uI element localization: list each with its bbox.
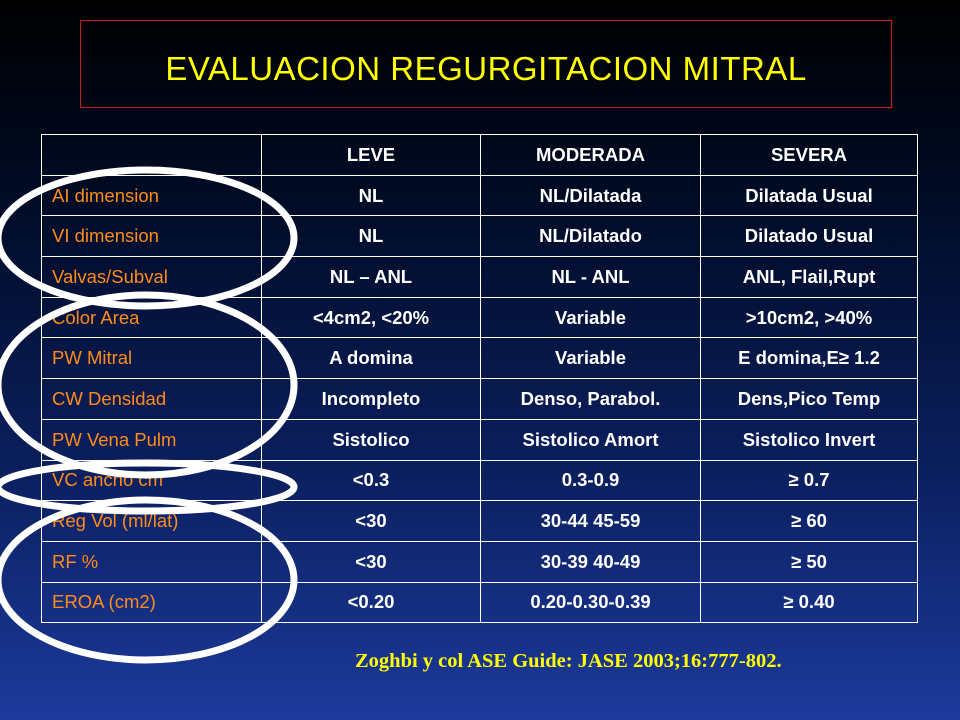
table-row: PW Mitral A domina Variable E domina,E≥ 1.2 bbox=[41, 337, 918, 380]
table-cell: E domina,E≥ 1.2 bbox=[700, 337, 918, 380]
table-cell: ≥ 60 bbox=[700, 500, 918, 542]
table-row: VI dimension NL NL/Dilatado Dilatado Usual bbox=[41, 215, 918, 258]
row-label: EROA (cm2) bbox=[41, 581, 262, 624]
table-cell: NL/Dilatado bbox=[480, 215, 701, 258]
title-box: EVALUACION REGURGITACION MITRAL bbox=[80, 20, 892, 108]
header-corner-cell bbox=[41, 134, 262, 176]
table-cell: <4cm2, <20% bbox=[261, 296, 481, 339]
table-cell: NL bbox=[261, 215, 481, 258]
table-cell: <30 bbox=[261, 500, 481, 542]
row-label: RF % bbox=[41, 540, 262, 583]
table-cell: 30-44 45-59 bbox=[480, 500, 701, 542]
row-label: VI dimension bbox=[41, 215, 262, 258]
table-cell: Denso, Parabol. bbox=[480, 378, 701, 420]
table-cell: Dilatado Usual bbox=[700, 215, 918, 258]
table-cell: NL bbox=[261, 174, 481, 217]
table-row: AI dimension NL NL/Dilatada Dilatada Usual bbox=[41, 174, 918, 217]
table-row: Reg Vol (ml/lat) <30 30-44 45-59 ≥ 60 bbox=[41, 500, 918, 542]
table-cell: Dens,Pico Temp bbox=[700, 378, 918, 420]
table-cell: A domina bbox=[261, 337, 481, 380]
table-row: VC ancho cm <0.3 0.3-0.9 ≥ 0.7 bbox=[41, 459, 918, 502]
table-cell: ≥ 0.40 bbox=[700, 581, 918, 624]
row-label: PW Mitral bbox=[41, 337, 262, 380]
table-cell: ≥ 0.7 bbox=[700, 459, 918, 502]
row-label: PW Vena Pulm bbox=[41, 418, 262, 461]
table-row: PW Vena Pulm Sistolico Sistolico Amort Sist… bbox=[41, 418, 918, 461]
slide-title: EVALUACION REGURGITACION MITRAL bbox=[165, 50, 807, 87]
table-row: EROA (cm2) <0.20 0.20-0.30-0.39 ≥ 0.40 bbox=[41, 581, 918, 624]
table-row: CW Densidad Incompleto Denso, Parabol. Dens… bbox=[41, 378, 918, 420]
citation: Zoghbi y col ASE Guide: JASE 2003;16:777… bbox=[355, 650, 782, 672]
table-cell: >10cm2, >40% bbox=[700, 296, 918, 339]
table-cell: ≥ 50 bbox=[700, 540, 918, 583]
table-row: RF % <30 30-39 40-49 ≥ 50 bbox=[41, 540, 918, 583]
table-cell: Sistolico Invert bbox=[700, 418, 918, 461]
table-row: Color Area <4cm2, <20% Variable >10cm2, >40… bbox=[41, 296, 918, 339]
table-cell: Incompleto bbox=[261, 378, 481, 420]
table-cell: Sistolico bbox=[261, 418, 481, 461]
table-cell: 0.3-0.9 bbox=[480, 459, 701, 502]
header-row: LEVE MODERADA SEVERA bbox=[41, 134, 918, 176]
header-cell: SEVERA bbox=[700, 134, 918, 176]
table-cell: 30-39 40-49 bbox=[480, 540, 701, 583]
table-cell: <0.20 bbox=[261, 581, 481, 624]
mitral-regurgitation-table: LEVE MODERADA SEVERA AI dimension NL NL/Dilat… bbox=[41, 134, 918, 624]
header-cell: MODERADA bbox=[480, 134, 701, 176]
row-label: Valvas/Subval bbox=[41, 256, 262, 298]
table-cell: ANL, Flail,Rupt bbox=[700, 256, 918, 298]
table-cell: Sistolico Amort bbox=[480, 418, 701, 461]
table-cell: <0.3 bbox=[261, 459, 481, 502]
table-cell: NL/Dilatada bbox=[480, 174, 701, 217]
row-label: Reg Vol (ml/lat) bbox=[41, 500, 262, 542]
table-cell: Variable bbox=[480, 337, 701, 380]
row-label: VC ancho cm bbox=[41, 459, 262, 502]
table-cell: Variable bbox=[480, 296, 701, 339]
row-label: Color Area bbox=[41, 296, 262, 339]
table-cell: NL - ANL bbox=[480, 256, 701, 298]
table-cell: NL – ANL bbox=[261, 256, 481, 298]
row-label: AI dimension bbox=[41, 174, 262, 217]
table-row: Valvas/Subval NL – ANL NL - ANL ANL, Flail,… bbox=[41, 256, 918, 298]
table-cell: Dilatada Usual bbox=[700, 174, 918, 217]
header-cell: LEVE bbox=[261, 134, 481, 176]
table-cell: 0.20-0.30-0.39 bbox=[480, 581, 701, 624]
row-label: CW Densidad bbox=[41, 378, 262, 420]
table-cell: <30 bbox=[261, 540, 481, 583]
